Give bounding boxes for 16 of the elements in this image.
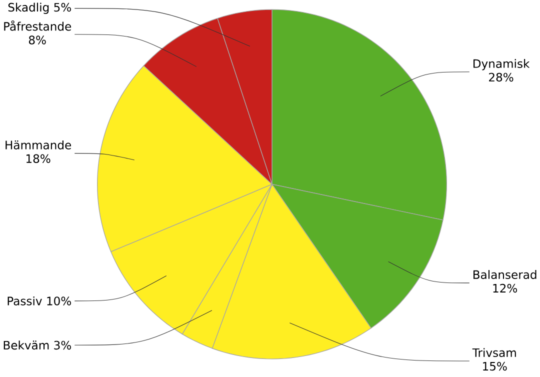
data-label: 28% bbox=[489, 72, 514, 82]
slice-label: Hämmande bbox=[6, 140, 72, 150]
slice-label: Trivsam bbox=[472, 348, 516, 357]
data-label: 15% bbox=[483, 362, 507, 371]
slice-label: Passiv bbox=[8, 296, 42, 306]
data-label: 18% bbox=[26, 154, 50, 163]
slice-label: Balanserad bbox=[473, 270, 536, 279]
slice-label: Dynamisk bbox=[473, 58, 530, 70]
slice-label: Bekväm bbox=[4, 340, 49, 350]
data-label: 10% bbox=[47, 296, 71, 306]
data-label: 3% bbox=[54, 340, 71, 350]
slice-label: Skadlig bbox=[8, 2, 49, 14]
data-label: 8% bbox=[28, 35, 46, 44]
data-label: 5% bbox=[54, 2, 71, 12]
slice-label: Påfrestande bbox=[4, 20, 72, 31]
data-label: 12% bbox=[493, 284, 518, 292]
